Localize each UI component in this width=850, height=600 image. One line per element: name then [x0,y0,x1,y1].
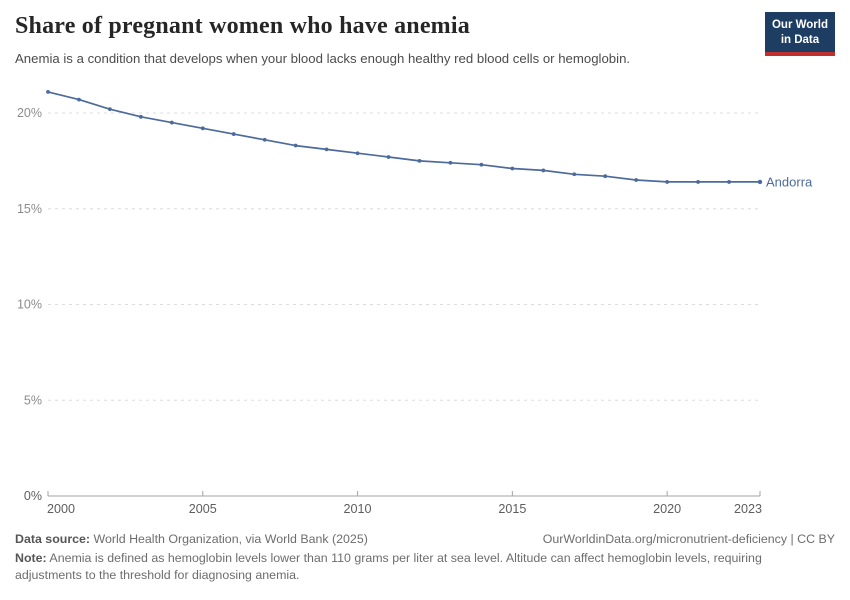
note-text: Anemia is defined as hemoglobin levels l… [15,551,762,583]
x-tick-label: 2000 [47,502,75,516]
data-point [77,97,81,102]
owid-logo-line1: Our World [771,19,828,31]
data-point [727,180,731,184]
series-line [47,91,761,183]
y-tick-label: 5% [24,393,42,407]
x-tick-label: 2010 [344,502,372,516]
data-point [355,151,360,156]
chart-note: Note: Anemia is defined as hemoglobin le… [15,550,810,584]
data-point [696,180,700,184]
data-point [231,132,236,136]
x-tick-label: 2023 [734,502,762,516]
data-point [169,120,174,125]
data-point [448,160,453,165]
x-tick-label: 2020 [653,502,681,516]
data-point [324,147,329,152]
data-point [293,143,298,148]
chart-footer: Data source: World Health Organization, … [15,532,835,584]
owid-logo-line2: in Data [780,33,820,46]
data-source-label: Data source: [15,532,91,546]
data-point [634,178,639,182]
y-tick-label: 0% [24,489,42,503]
note-label: Note: [15,551,47,565]
owid-link[interactable]: OurWorldinData.org/micronutrient-deficie… [542,532,835,546]
data-source-text: World Health Organization, via World Ban… [90,532,368,546]
y-tick-label: 20% [17,106,42,120]
data-point [479,162,484,167]
data-point [262,137,267,142]
data-source: Data source: World Health Organization, … [15,532,368,546]
data-point [603,174,608,179]
data-point [200,126,205,131]
x-tick-label: 2015 [498,502,526,516]
data-point [757,179,763,185]
data-point [572,172,577,177]
data-point [386,155,391,159]
y-tick-label: 10% [17,298,42,312]
y-tick-label: 15% [17,202,42,216]
data-point [46,90,50,94]
data-point [510,166,515,171]
x-tick-label: 2005 [189,502,217,516]
source-row: Data source: World Health Organization, … [15,532,835,546]
data-point [541,168,546,173]
line-chart: 0% 5% 10% 15% 20% 2000 2005 2010 2015 2020 2023 And… [17,90,813,516]
page-title: Share of pregnant women who have anemia [15,13,470,39]
data-point [665,180,670,184]
data-point [108,107,112,112]
owid-logo[interactable]: Our World in Data [764,12,835,56]
data-point [138,114,143,119]
series-label[interactable]: Andorra [766,174,813,189]
data-point [417,158,422,163]
chart-subtitle: Anemia is a condition that develops when… [15,51,631,66]
